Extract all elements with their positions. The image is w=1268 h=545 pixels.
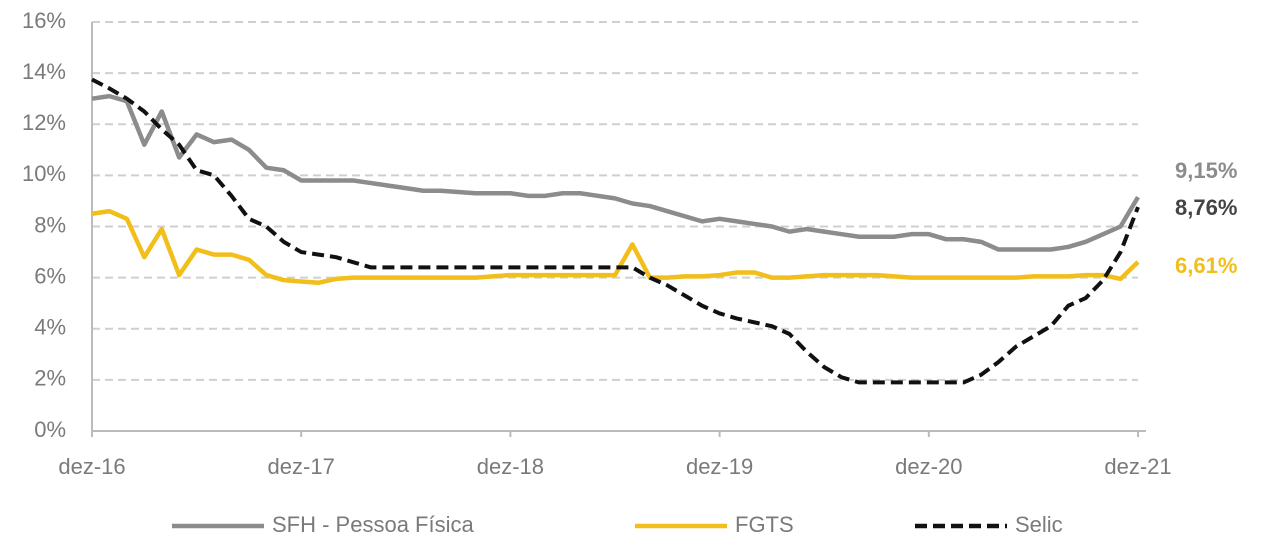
legend-label: SFH - Pessoa Física — [272, 512, 474, 537]
y-tick-label: 2% — [34, 366, 66, 391]
x-tick-label: dez-21 — [1104, 454, 1171, 479]
series-line — [91, 77, 1140, 385]
y-tick-label: 6% — [34, 263, 66, 288]
y-tick-label: 16% — [22, 8, 66, 33]
data-label: 8,76% — [1175, 195, 1237, 220]
series-line — [91, 208, 1140, 285]
y-tick-label: 8% — [34, 212, 66, 237]
y-tick-label: 14% — [22, 59, 66, 84]
legend-label: Selic — [1015, 512, 1063, 537]
x-tick-label: dez-16 — [58, 454, 125, 479]
y-tick-label: 4% — [34, 315, 66, 340]
data-label: 9,15% — [1175, 158, 1237, 183]
x-tick-label: dez-18 — [477, 454, 544, 479]
x-tick-label: dez-20 — [895, 454, 962, 479]
y-tick-label: 10% — [22, 161, 66, 186]
y-tick-label: 0% — [34, 417, 66, 442]
x-tick-label: dez-19 — [686, 454, 753, 479]
data-label: 6,61% — [1175, 253, 1237, 278]
y-tick-label: 12% — [22, 110, 66, 135]
x-tick-label: dez-17 — [268, 454, 335, 479]
legend-label: FGTS — [735, 512, 794, 537]
series-line — [91, 93, 1140, 252]
